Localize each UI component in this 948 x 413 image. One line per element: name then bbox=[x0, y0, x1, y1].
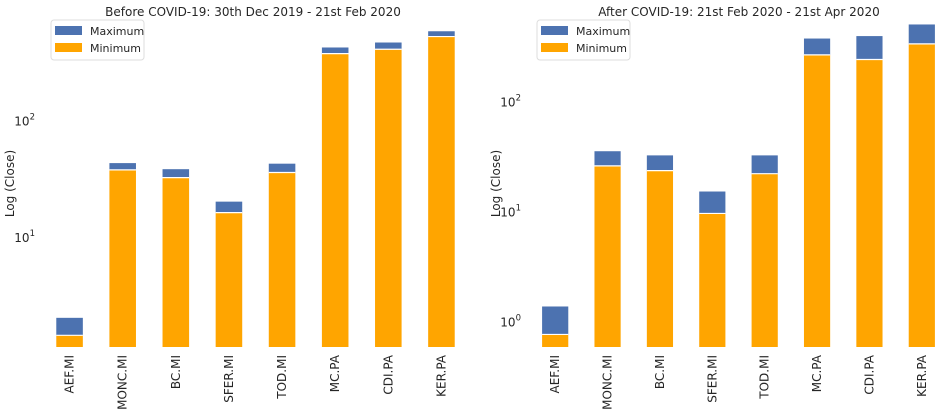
bar-minimum-aef-mi bbox=[542, 334, 569, 347]
legend-label-minimum: Minimum bbox=[90, 42, 141, 55]
y-tick-label: 102 bbox=[500, 93, 521, 109]
legend-swatch-maximum bbox=[541, 26, 568, 35]
bar-minimum-cdi-pa bbox=[856, 59, 883, 347]
x-tick-label: CDI.PA bbox=[862, 354, 876, 394]
bar-maximum-tod-mi bbox=[751, 155, 778, 174]
bar-maximum-monc-mi bbox=[109, 163, 136, 170]
bar-minimum-sfer-mi bbox=[699, 213, 726, 347]
x-tick-label: AEF.MI bbox=[548, 355, 562, 393]
bar-maximum-mc-pa bbox=[803, 38, 831, 55]
bar-maximum-monc-mi bbox=[594, 151, 621, 166]
y-axis-label: Log (Close) bbox=[3, 150, 17, 217]
bar-minimum-monc-mi bbox=[594, 165, 621, 347]
chart-after-covid: After COVID-19: 21st Feb 2020 - 21st Apr… bbox=[489, 5, 935, 410]
y-axis-label: Log (Close) bbox=[489, 150, 503, 217]
legend-swatch-maximum bbox=[55, 26, 82, 35]
bar-maximum-cdi-pa bbox=[856, 36, 883, 60]
x-tick-label: KER.PA bbox=[915, 354, 929, 397]
bar-minimum-mc-pa bbox=[803, 54, 831, 348]
legend-swatch-minimum bbox=[541, 43, 568, 52]
x-tick-label: TOD.MI bbox=[758, 355, 772, 400]
legend-label-minimum: Minimum bbox=[576, 42, 627, 55]
legend-swatch-minimum bbox=[55, 43, 82, 52]
x-tick-label: MONC.MI bbox=[116, 355, 130, 410]
bar-maximum-tod-mi bbox=[268, 163, 296, 173]
bar-maximum-bc-mi bbox=[646, 155, 674, 171]
bar-minimum-aef-mi bbox=[56, 335, 83, 347]
bar-minimum-sfer-mi bbox=[215, 212, 243, 347]
x-tick-label: BC.MI bbox=[653, 355, 667, 389]
x-tick-label: KER.PA bbox=[434, 354, 448, 397]
y-tick-label: 100 bbox=[500, 314, 521, 330]
y-tick-label: 102 bbox=[14, 113, 35, 129]
bar-minimum-cdi-pa bbox=[375, 49, 402, 347]
x-tick-label: AEF.MI bbox=[63, 355, 77, 393]
x-tick-label: BC.MI bbox=[169, 355, 183, 389]
y-tick-label: 101 bbox=[500, 203, 521, 219]
bar-minimum-bc-mi bbox=[162, 177, 190, 347]
bar-maximum-aef-mi bbox=[542, 306, 569, 335]
bar-minimum-tod-mi bbox=[268, 172, 296, 347]
bar-maximum-sfer-mi bbox=[699, 191, 726, 214]
legend: Maximum Minimum bbox=[50, 19, 145, 61]
x-tick-label: TOD.MI bbox=[275, 355, 289, 400]
chart-title: After COVID-19: 21st Feb 2020 - 21st Apr… bbox=[598, 5, 879, 19]
chart-title: Before COVID-19: 30th Dec 2019 - 21st Fe… bbox=[105, 5, 401, 19]
x-tick-label: MC.PA bbox=[810, 354, 824, 392]
bar-maximum-cdi-pa bbox=[375, 42, 402, 50]
legend-label-maximum: Maximum bbox=[576, 25, 630, 38]
x-tick-label: SFER.MI bbox=[705, 355, 719, 403]
legend-label-maximum: Maximum bbox=[90, 25, 144, 38]
bar-minimum-tod-mi bbox=[751, 173, 778, 347]
bar-maximum-aef-mi bbox=[56, 317, 83, 336]
bar-minimum-bc-mi bbox=[646, 170, 674, 347]
bar-minimum-ker-pa bbox=[908, 43, 935, 348]
bar-minimum-ker-pa bbox=[428, 36, 455, 348]
bar-minimum-mc-pa bbox=[321, 53, 349, 348]
x-tick-label: MC.PA bbox=[328, 354, 342, 392]
bar-maximum-sfer-mi bbox=[215, 201, 243, 213]
bar-maximum-bc-mi bbox=[162, 169, 190, 178]
chart-before-covid: Before COVID-19: 30th Dec 2019 - 21st Fe… bbox=[3, 5, 455, 410]
y-tick-label: 101 bbox=[14, 229, 35, 245]
bar-maximum-ker-pa bbox=[908, 24, 935, 44]
x-tick-label: SFER.MI bbox=[222, 355, 236, 403]
x-tick-label: CDI.PA bbox=[381, 354, 395, 394]
bar-maximum-ker-pa bbox=[428, 31, 455, 37]
x-tick-label: MONC.MI bbox=[601, 355, 615, 410]
bar-minimum-monc-mi bbox=[109, 169, 136, 347]
bar-maximum-mc-pa bbox=[321, 47, 349, 54]
legend: Maximum Minimum bbox=[536, 19, 631, 61]
